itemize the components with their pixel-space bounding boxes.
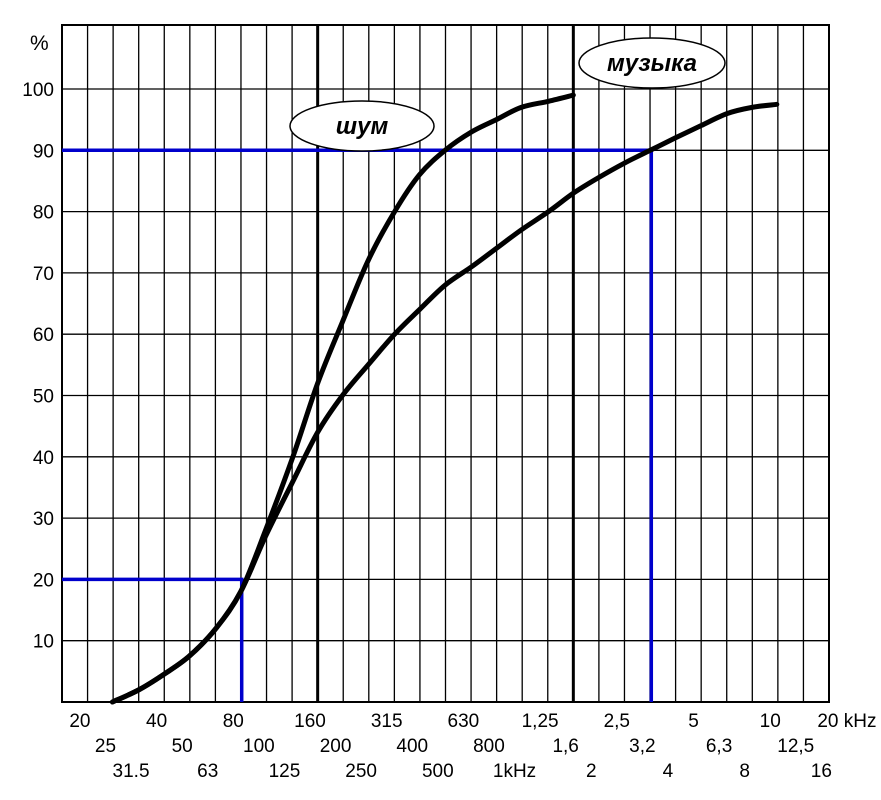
y-tick-label: 100 — [22, 80, 54, 101]
x-tick-label: 25 — [95, 736, 116, 757]
x-tick-label: 50 — [172, 736, 193, 757]
reference-lines — [62, 148, 654, 702]
x-tick-label: 20 kHz — [817, 711, 876, 732]
x-tick-label: 1,25 — [522, 711, 559, 732]
x-tick-label: 16 — [811, 761, 832, 782]
x-tick-label: 12,5 — [777, 736, 814, 757]
y-tick-label: 70 — [33, 264, 54, 285]
y-tick-label: 80 — [33, 203, 54, 224]
x-tick-label: 250 — [345, 761, 377, 782]
x-tick-label: 2,5 — [604, 711, 630, 732]
x-tick-label: 200 — [320, 736, 352, 757]
y-tick-label: 10 — [33, 632, 54, 653]
grid — [61, 24, 830, 703]
x-tick-label: 800 — [473, 736, 505, 757]
series-group — [109, 92, 780, 705]
x-tick-label: 160 — [294, 711, 326, 732]
series-label-noise: шум — [336, 113, 389, 140]
x-tick-label: 80 — [223, 711, 244, 732]
y-tick-labels: 10 20 30 40 50 60 70 80 90 100 — [22, 80, 54, 653]
x-tick-label: 6,3 — [706, 736, 732, 757]
x-tick-label: 4 — [663, 761, 674, 782]
reference-line — [62, 577, 244, 702]
x-tick-label: 31.5 — [113, 761, 150, 782]
reference-line — [62, 148, 654, 702]
y-axis-unit: % — [30, 32, 49, 55]
x-tick-label: 500 — [422, 761, 454, 782]
x-tick-label: 100 — [243, 736, 275, 757]
x-tick-label: 5 — [688, 711, 699, 732]
x-tick-label: 1,6 — [552, 736, 578, 757]
x-tick-label: 10 — [760, 711, 781, 732]
series-label-music-ellipse — [578, 37, 726, 89]
y-tick-label: 60 — [33, 325, 54, 346]
series-line-music — [109, 101, 780, 705]
x-tick-label: 400 — [396, 736, 428, 757]
x-tick-label: 2 — [586, 761, 597, 782]
x-tick-label: 8 — [739, 761, 750, 782]
y-tick-label: 90 — [33, 141, 54, 162]
y-tick-label: 50 — [33, 387, 54, 408]
x-tick-label: 3,2 — [629, 736, 655, 757]
y-tick-label: 40 — [33, 448, 54, 469]
x-tick-labels: 20 40 80 160 315 630 1,25 2,5 5 10 20 kHz 25 50 100 20… — [69, 711, 876, 782]
x-tick-label: 630 — [448, 711, 480, 732]
series-label-music: музыка — [607, 50, 697, 77]
y-tick-label: 20 — [33, 570, 54, 591]
series-labels: шум музыка — [289, 37, 726, 152]
x-tick-label: 20 — [69, 711, 90, 732]
y-tick-label: 30 — [33, 509, 54, 530]
series-label-noise-ellipse — [289, 100, 435, 152]
x-tick-label: 125 — [269, 761, 301, 782]
x-tick-label: 63 — [197, 761, 218, 782]
x-tick-label: 40 — [146, 711, 167, 732]
x-tick-label: 315 — [371, 711, 403, 732]
x-tick-label: 1kHz — [493, 761, 536, 782]
